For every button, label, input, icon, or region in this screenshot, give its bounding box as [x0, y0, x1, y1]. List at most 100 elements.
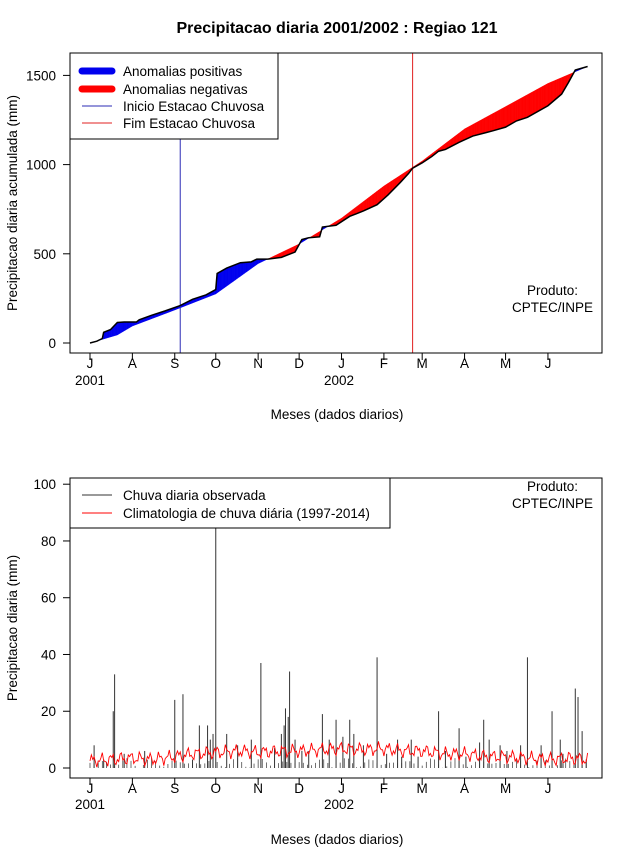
positive-anomaly-area — [237, 262, 240, 279]
legend-box — [69, 52, 279, 140]
x-tick-label: D — [294, 356, 304, 371]
x-tick-label: N — [253, 781, 263, 796]
negative-anomaly-area — [374, 191, 376, 207]
daily-chart: 0 20 40 60 80 100 J A S O N D J F M A M J Precipitacao d… — [5, 477, 603, 847]
positive-anomaly-area — [119, 321, 122, 334]
negative-anomaly-area — [554, 79, 557, 101]
negative-anomaly-area — [378, 188, 381, 204]
positive-anomaly-area — [231, 265, 234, 283]
year-label: 2001 — [75, 797, 105, 812]
negative-anomaly-area — [551, 80, 554, 103]
negative-anomaly-area — [549, 81, 551, 106]
negative-anomaly-area — [461, 129, 464, 142]
x-axis-label: Meses (dados diarios) — [271, 832, 404, 847]
negative-anomaly-area — [519, 98, 521, 121]
legend-label: Chuva diaria observada — [123, 488, 266, 503]
negative-anomaly-area — [379, 187, 382, 203]
x-tick-label: N — [253, 356, 263, 371]
negative-anomaly-area — [372, 192, 375, 207]
x-tick-label: F — [380, 781, 388, 796]
observed-rain-bars — [89, 523, 587, 768]
y-tick-label: 20 — [41, 704, 56, 719]
negative-anomaly-area — [514, 100, 517, 123]
observed-accumulated-line — [89, 65, 588, 344]
negative-anomaly-area — [494, 111, 497, 131]
negative-anomaly-area — [495, 110, 498, 131]
year-label: 2002 — [324, 373, 354, 388]
positive-anomaly-area — [233, 264, 236, 282]
negative-anomaly-area — [553, 80, 555, 102]
negative-anomaly-area — [479, 119, 482, 135]
negative-anomaly-area — [499, 108, 502, 129]
negative-anomaly-area — [484, 116, 487, 134]
x-tick-label: M — [500, 356, 511, 371]
negative-anomaly-area — [523, 95, 525, 119]
negative-anomaly-area — [363, 200, 365, 212]
negative-anomaly-area — [472, 123, 475, 137]
positive-anomaly-area — [238, 262, 241, 278]
negative-anomaly-area — [371, 193, 374, 208]
positive-anomaly-area — [225, 267, 227, 288]
negative-anomaly-area — [546, 83, 549, 107]
x-tick-label: A — [460, 781, 469, 796]
positive-anomaly-area — [219, 270, 222, 292]
negative-anomaly-area — [516, 99, 519, 122]
positive-anomaly-area — [245, 261, 248, 273]
legend-label: Anomalias negativas — [123, 82, 248, 97]
negative-anomaly-area — [509, 103, 512, 126]
negative-anomaly-area — [504, 106, 506, 128]
negative-anomaly-area — [510, 102, 513, 125]
positive-anomaly-area — [234, 264, 237, 281]
positive-anomaly-area — [244, 262, 247, 274]
y-tick-label: 0 — [48, 761, 56, 776]
x-tick-label: M — [500, 781, 511, 796]
negative-anomaly-area — [542, 85, 545, 110]
negative-anomaly-area — [467, 126, 469, 139]
positive-anomaly-area — [241, 262, 244, 276]
x-tick-label: M — [417, 356, 428, 371]
y-tick-label: 1000 — [26, 158, 56, 173]
negative-anomaly-area — [550, 81, 553, 104]
negative-anomaly-area — [535, 89, 538, 114]
x-tick-label: A — [460, 356, 469, 371]
product-label: Produto: — [527, 283, 578, 298]
product-label: CPTEC/INPE — [512, 300, 593, 315]
negative-anomaly-area — [539, 86, 542, 111]
negative-anomaly-area — [547, 82, 550, 107]
positive-anomaly-area — [129, 321, 132, 329]
negative-anomaly-area — [465, 127, 468, 140]
negative-anomaly-area — [473, 122, 476, 136]
negative-anomaly-area — [545, 83, 547, 108]
y-axis-label: Precipitacao diaria acumulada (mm) — [5, 95, 20, 311]
negative-anomaly-area — [486, 115, 488, 133]
positive-anomaly-area — [218, 271, 221, 293]
product-label: CPTEC/INPE — [512, 496, 593, 511]
positive-anomaly-area — [123, 321, 126, 332]
positive-anomaly-area — [223, 268, 226, 289]
negative-anomaly-area — [361, 201, 364, 212]
negative-anomaly-area — [520, 97, 523, 120]
negative-anomaly-area — [532, 90, 535, 115]
y-axis-label: Precipitacao diaria (mm) — [5, 555, 20, 701]
negative-anomaly-area — [368, 195, 371, 209]
x-tick-label: O — [211, 356, 222, 371]
positive-anomaly-area — [236, 263, 238, 280]
negative-anomaly-area — [380, 186, 383, 202]
x-tick-label: S — [170, 781, 179, 796]
positive-anomaly-area — [126, 321, 129, 330]
negative-anomaly-area — [367, 197, 370, 210]
negative-anomaly-area — [360, 202, 363, 213]
y-tick-label: 500 — [33, 247, 56, 262]
negative-anomaly-area — [375, 190, 378, 206]
y-tick-label: 100 — [33, 477, 56, 492]
x-tick-label: J — [545, 356, 552, 371]
negative-anomaly-area — [364, 199, 367, 211]
year-label: 2001 — [75, 373, 105, 388]
negative-anomaly-area — [525, 94, 528, 119]
y-tick-label: 60 — [41, 591, 56, 606]
negative-anomaly-area — [464, 127, 467, 141]
negative-anomaly-area — [370, 194, 372, 209]
negative-anomaly-area — [512, 101, 514, 124]
